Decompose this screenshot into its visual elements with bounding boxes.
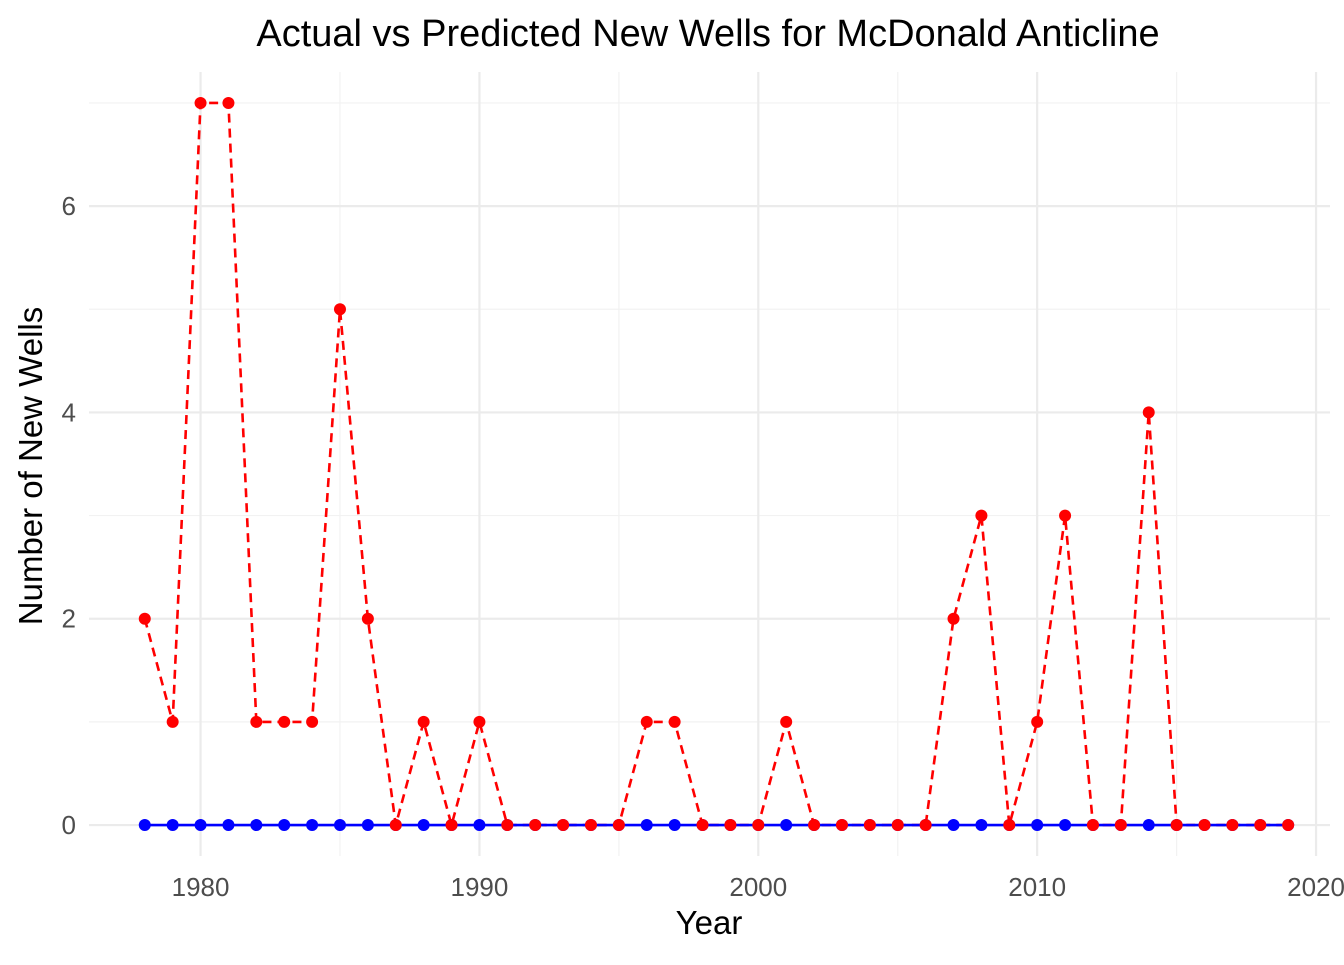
blue-series-point	[333, 819, 346, 832]
red-series-line	[143, 101, 1289, 827]
red-series-point	[584, 819, 597, 832]
blue-series-point	[1059, 819, 1072, 832]
x-tick-label: 1980	[172, 872, 230, 902]
red-series-point	[1114, 819, 1127, 832]
y-tick-label: 0	[62, 810, 76, 840]
chart-title: Actual vs Predicted New Wells for McDona…	[256, 13, 1159, 55]
red-series-point	[138, 612, 151, 625]
red-series-point	[361, 612, 374, 625]
red-series-point	[724, 819, 737, 832]
blue-series-point	[250, 819, 263, 832]
red-series-point	[306, 715, 319, 728]
red-series-point	[808, 819, 821, 832]
points-layer	[138, 96, 1295, 832]
red-series-point	[333, 303, 346, 316]
red-series-point	[222, 96, 235, 109]
red-series-point	[919, 819, 932, 832]
red-series-point	[557, 819, 570, 832]
red-series-point	[1059, 509, 1072, 522]
red-series-point	[1170, 819, 1183, 832]
red-series-point	[696, 819, 709, 832]
red-series-point	[947, 612, 960, 625]
red-series-point	[529, 819, 542, 832]
blue-series-point	[780, 819, 793, 832]
red-series-point	[612, 819, 625, 832]
red-series-point	[1198, 819, 1211, 832]
red-series-point	[1031, 715, 1044, 728]
blue-series-point	[640, 819, 653, 832]
red-series-point	[863, 819, 876, 832]
blue-series-point	[194, 819, 207, 832]
blue-series-point	[975, 819, 988, 832]
red-series-point	[780, 715, 793, 728]
blue-series-point	[947, 819, 960, 832]
red-series-point	[501, 819, 514, 832]
red-series-point	[835, 819, 848, 832]
blue-series-point	[417, 819, 430, 832]
blue-series-point	[668, 819, 681, 832]
y-tick-label: 2	[62, 604, 76, 634]
red-series-point	[752, 819, 765, 832]
blue-series-point	[278, 819, 291, 832]
blue-series-point	[473, 819, 486, 832]
red-series-point	[975, 509, 988, 522]
red-series-point	[417, 715, 430, 728]
red-series-point	[278, 715, 291, 728]
red-series-point	[1003, 819, 1016, 832]
blue-series-point	[1142, 819, 1155, 832]
tick-labels: 1980 1990 2000 2010 2020 0 2 4 6	[62, 191, 1344, 902]
red-series-point	[1282, 819, 1295, 832]
series-layer	[143, 101, 1289, 827]
red-series-point	[250, 715, 263, 728]
x-axis-title: Year	[676, 904, 743, 941]
red-series-point	[389, 819, 402, 832]
red-series-point	[194, 96, 207, 109]
blue-series-point	[222, 819, 235, 832]
red-series-point	[1226, 819, 1239, 832]
x-tick-label: 2000	[729, 872, 787, 902]
red-series-point	[1142, 406, 1155, 419]
red-series-point	[1086, 819, 1099, 832]
red-series-point	[640, 715, 653, 728]
red-series-point	[668, 715, 681, 728]
blue-series-point	[306, 819, 319, 832]
blue-series-point	[361, 819, 374, 832]
y-axis-title: Number of New Wells	[12, 307, 49, 625]
red-series-point	[166, 715, 179, 728]
red-series-point	[473, 715, 486, 728]
red-series-point	[1254, 819, 1267, 832]
x-tick-label: 1990	[451, 872, 509, 902]
y-tick-label: 4	[62, 397, 76, 427]
blue-series-point	[138, 819, 151, 832]
red-series-point	[445, 819, 458, 832]
blue-series-point	[1031, 819, 1044, 832]
x-tick-label: 2010	[1008, 872, 1066, 902]
blue-series-point	[166, 819, 179, 832]
y-tick-label: 6	[62, 191, 76, 221]
red-series-point	[891, 819, 904, 832]
x-tick-label: 2020	[1287, 872, 1344, 902]
grid-layer	[89, 72, 1330, 856]
